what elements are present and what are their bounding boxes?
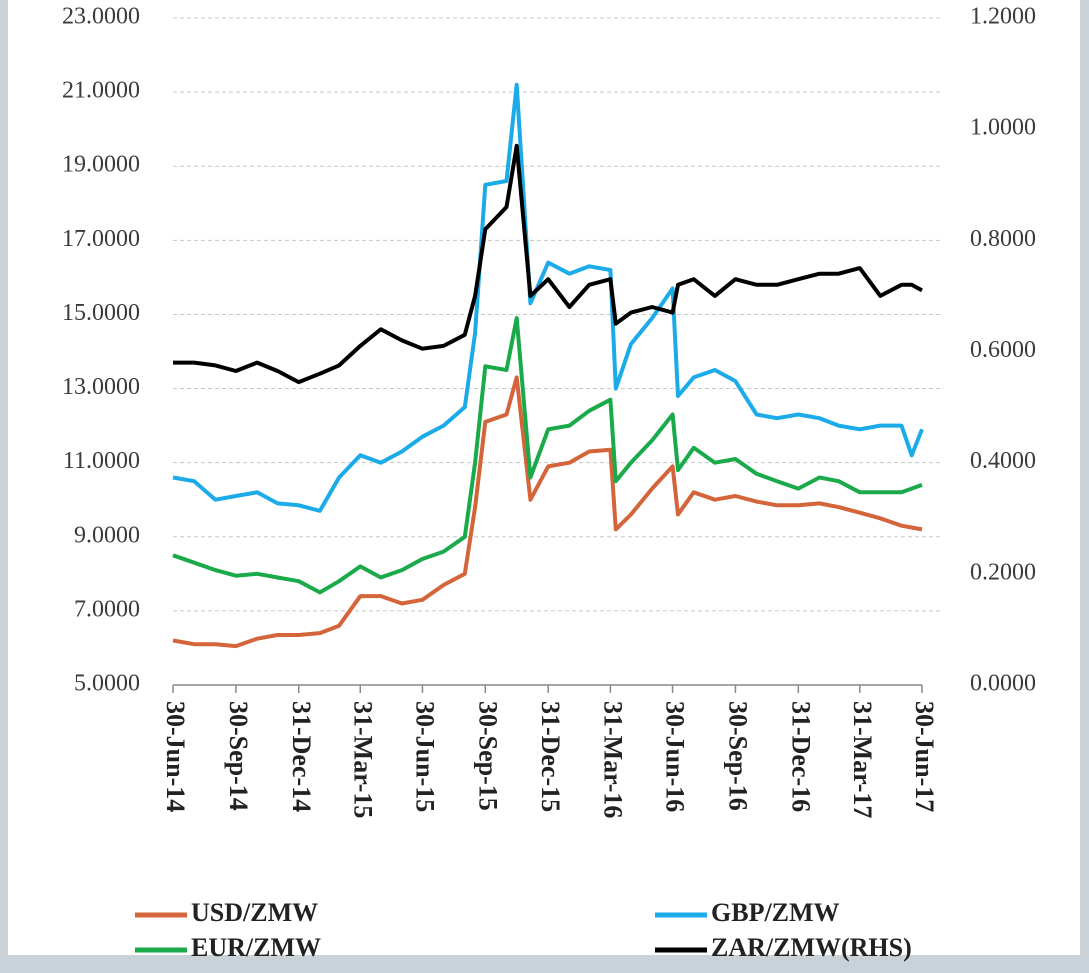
legend-label: EUR/ZMW <box>191 933 321 962</box>
series-line <box>172 316 923 595</box>
x-tick-label: 30-Sep-14 <box>224 701 253 811</box>
legend-label: USD/ZMW <box>191 898 318 927</box>
y2-tick-label: 0.0000 <box>970 671 1036 697</box>
x-tick-label: 30-Jun-15 <box>410 701 439 812</box>
y2-tick-label: 0.8000 <box>970 226 1036 252</box>
x-tick-label: 31-Mar-16 <box>598 701 627 818</box>
y-tick-label: 19.0000 <box>62 152 140 178</box>
y2-tick-label: 0.2000 <box>970 559 1036 585</box>
x-tick-label: 30-Sep-15 <box>473 701 502 811</box>
y-tick-label: 13.0000 <box>62 374 140 400</box>
series-line <box>172 82 924 513</box>
x-tick-label: 30-Sep-16 <box>723 701 752 811</box>
y-tick-label: 5.0000 <box>74 671 140 697</box>
y2-tick-label: 1.2000 <box>970 4 1036 30</box>
x-tick-label: 31-Dec-14 <box>287 701 316 812</box>
legend-label: ZAR/ZMW(RHS) <box>711 933 912 962</box>
x-tick-label: 30-Jun-14 <box>161 701 190 812</box>
x-tick-label: 31-Dec-16 <box>786 701 815 812</box>
y-tick-label: 15.0000 <box>62 300 140 326</box>
series-line <box>172 375 923 649</box>
x-tick-label: 31-Mar-17 <box>848 701 877 818</box>
y-tick-label: 7.0000 <box>74 596 140 622</box>
y-tick-label: 9.0000 <box>74 522 140 548</box>
y-tick-label: 17.0000 <box>62 226 140 252</box>
x-tick-label: 30-Jun-17 <box>910 701 939 812</box>
y-tick-label: 21.0000 <box>62 78 140 104</box>
y-tick-label: 11.0000 <box>63 448 140 474</box>
x-tick-label: 31-Dec-15 <box>536 701 565 812</box>
x-tick-label: 30-Jun-16 <box>661 701 690 812</box>
y2-tick-label: 0.4000 <box>970 448 1036 474</box>
y2-tick-label: 0.6000 <box>970 337 1036 363</box>
y2-tick-label: 1.0000 <box>970 115 1036 141</box>
y-tick-label: 23.0000 <box>62 4 140 30</box>
series-line <box>173 143 923 385</box>
x-tick-label: 31-Mar-15 <box>348 701 377 818</box>
legend-label: GBP/ZMW <box>711 898 840 927</box>
